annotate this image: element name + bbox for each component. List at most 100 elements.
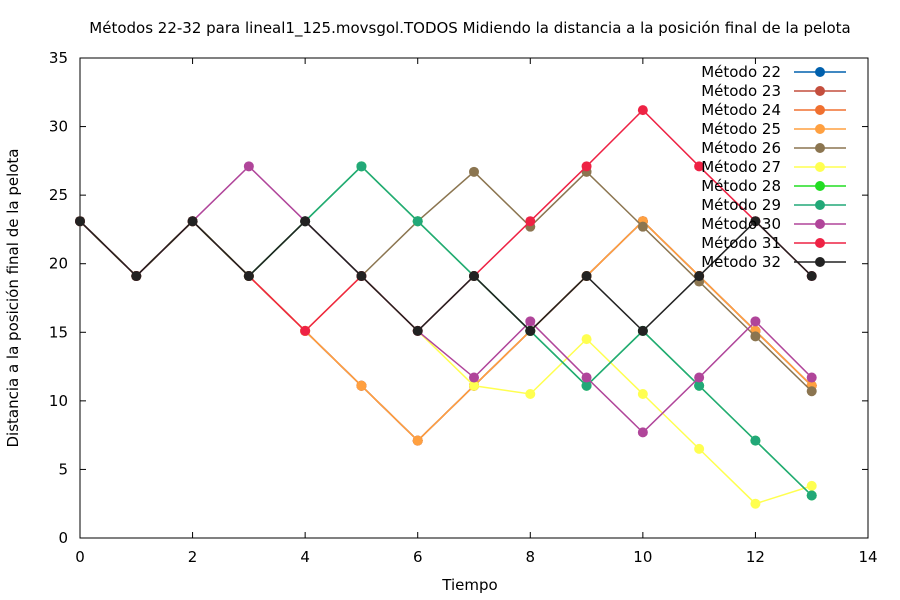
legend-swatch-marker (815, 124, 825, 134)
data-point (637, 389, 648, 399)
x-tick-label: 10 (633, 548, 652, 566)
legend-swatch-marker (815, 200, 825, 210)
data-point (750, 435, 761, 446)
data-point (581, 380, 592, 391)
data-point (525, 389, 536, 399)
series-line (79, 220, 813, 332)
data-point (300, 325, 311, 336)
data-point (356, 380, 367, 391)
legend-item: Método 28 (701, 177, 846, 195)
y-tick-label: 25 (49, 186, 68, 204)
data-point (694, 271, 705, 282)
legend-swatch-marker (815, 86, 825, 96)
x-tick-label: 6 (413, 548, 423, 566)
legend-swatch-marker (815, 238, 825, 248)
data-point (525, 216, 536, 227)
legend-item: Método 31 (701, 234, 846, 252)
plot-frame (79, 57, 869, 539)
legend-swatch-marker (815, 257, 825, 267)
y-tick-label: 30 (49, 118, 68, 136)
y-tick-label: 20 (49, 255, 68, 273)
legend-item: Método 26 (701, 139, 846, 157)
x-tick-label: 4 (300, 548, 310, 566)
chart-title: Métodos 22-32 para lineal1_125.movsgol.T… (89, 19, 850, 38)
legend-item: Método 32 (701, 253, 846, 271)
data-point (750, 316, 761, 327)
data-point (694, 372, 705, 383)
legend-label: Método 31 (701, 234, 781, 252)
y-axis: 0 5 10 15 20 25 30 35 (49, 49, 868, 547)
data-point (806, 386, 817, 397)
data-point (469, 271, 479, 282)
data-point (694, 443, 705, 454)
y-tick-label: 5 (58, 460, 68, 478)
y-tick-label: 35 (49, 49, 68, 67)
data-point (469, 380, 479, 391)
legend-item: Método 22 (701, 63, 846, 81)
data-point (581, 271, 592, 282)
data-point (469, 166, 479, 177)
legend-swatch-marker (815, 219, 825, 229)
data-point (525, 316, 536, 327)
data-point (806, 490, 817, 501)
series-layer (75, 105, 817, 509)
legend-swatch-marker (815, 181, 825, 191)
data-point (75, 216, 85, 227)
legend-swatch-marker (815, 143, 825, 153)
data-point (300, 216, 311, 227)
data-point (131, 271, 142, 282)
y-tick-label: 10 (49, 392, 68, 410)
legend-item: Método 24 (701, 101, 846, 119)
data-point (581, 334, 592, 345)
data-point (412, 325, 423, 336)
data-point (581, 372, 592, 383)
data-point (412, 216, 423, 227)
legend-item: Método 30 (701, 215, 846, 233)
data-point (806, 271, 817, 282)
series-11 (75, 216, 817, 336)
data-point (469, 372, 479, 383)
legend-label: Método 28 (701, 177, 781, 195)
data-point (412, 435, 423, 446)
data-point (806, 480, 817, 491)
data-point (243, 271, 254, 282)
data-point (356, 271, 367, 282)
data-point (243, 161, 254, 172)
legend-label: Método 23 (701, 82, 781, 100)
series-line (79, 165, 813, 434)
legend-item: Método 25 (701, 120, 846, 138)
data-point (637, 221, 648, 232)
legend-label: Método 24 (701, 101, 781, 119)
data-point (637, 325, 648, 336)
data-point (187, 216, 198, 227)
x-tick-label: 14 (858, 548, 877, 566)
data-point (750, 331, 761, 342)
data-point (750, 216, 761, 227)
data-point (525, 325, 536, 336)
data-point (806, 372, 817, 383)
y-axis-title: Distancia a la posición final de la pelo… (4, 148, 22, 447)
data-point (581, 161, 592, 172)
legend-label: Método 30 (701, 215, 781, 233)
legend-swatch-marker (815, 67, 825, 77)
data-point (750, 498, 761, 509)
x-tick-label: 2 (188, 548, 198, 566)
data-point (637, 105, 648, 116)
data-point (694, 380, 705, 391)
data-point (356, 161, 367, 172)
legend-swatch-marker (815, 105, 825, 115)
x-tick-label: 12 (746, 548, 765, 566)
y-tick-label: 0 (58, 529, 68, 547)
legend-label: Método 27 (701, 158, 781, 176)
legend-item: Método 27 (701, 158, 846, 176)
legend-label: Método 29 (701, 196, 781, 214)
x-tick-label: 8 (526, 548, 536, 566)
legend-item: Método 23 (701, 82, 846, 100)
x-axis: 0 2 4 6 8 10 12 14 (75, 58, 878, 566)
legend-label: Método 25 (701, 120, 781, 138)
data-point (694, 161, 705, 172)
legend-label: Método 22 (701, 63, 781, 81)
data-point (637, 427, 648, 438)
x-axis-title: Tiempo (441, 576, 497, 594)
